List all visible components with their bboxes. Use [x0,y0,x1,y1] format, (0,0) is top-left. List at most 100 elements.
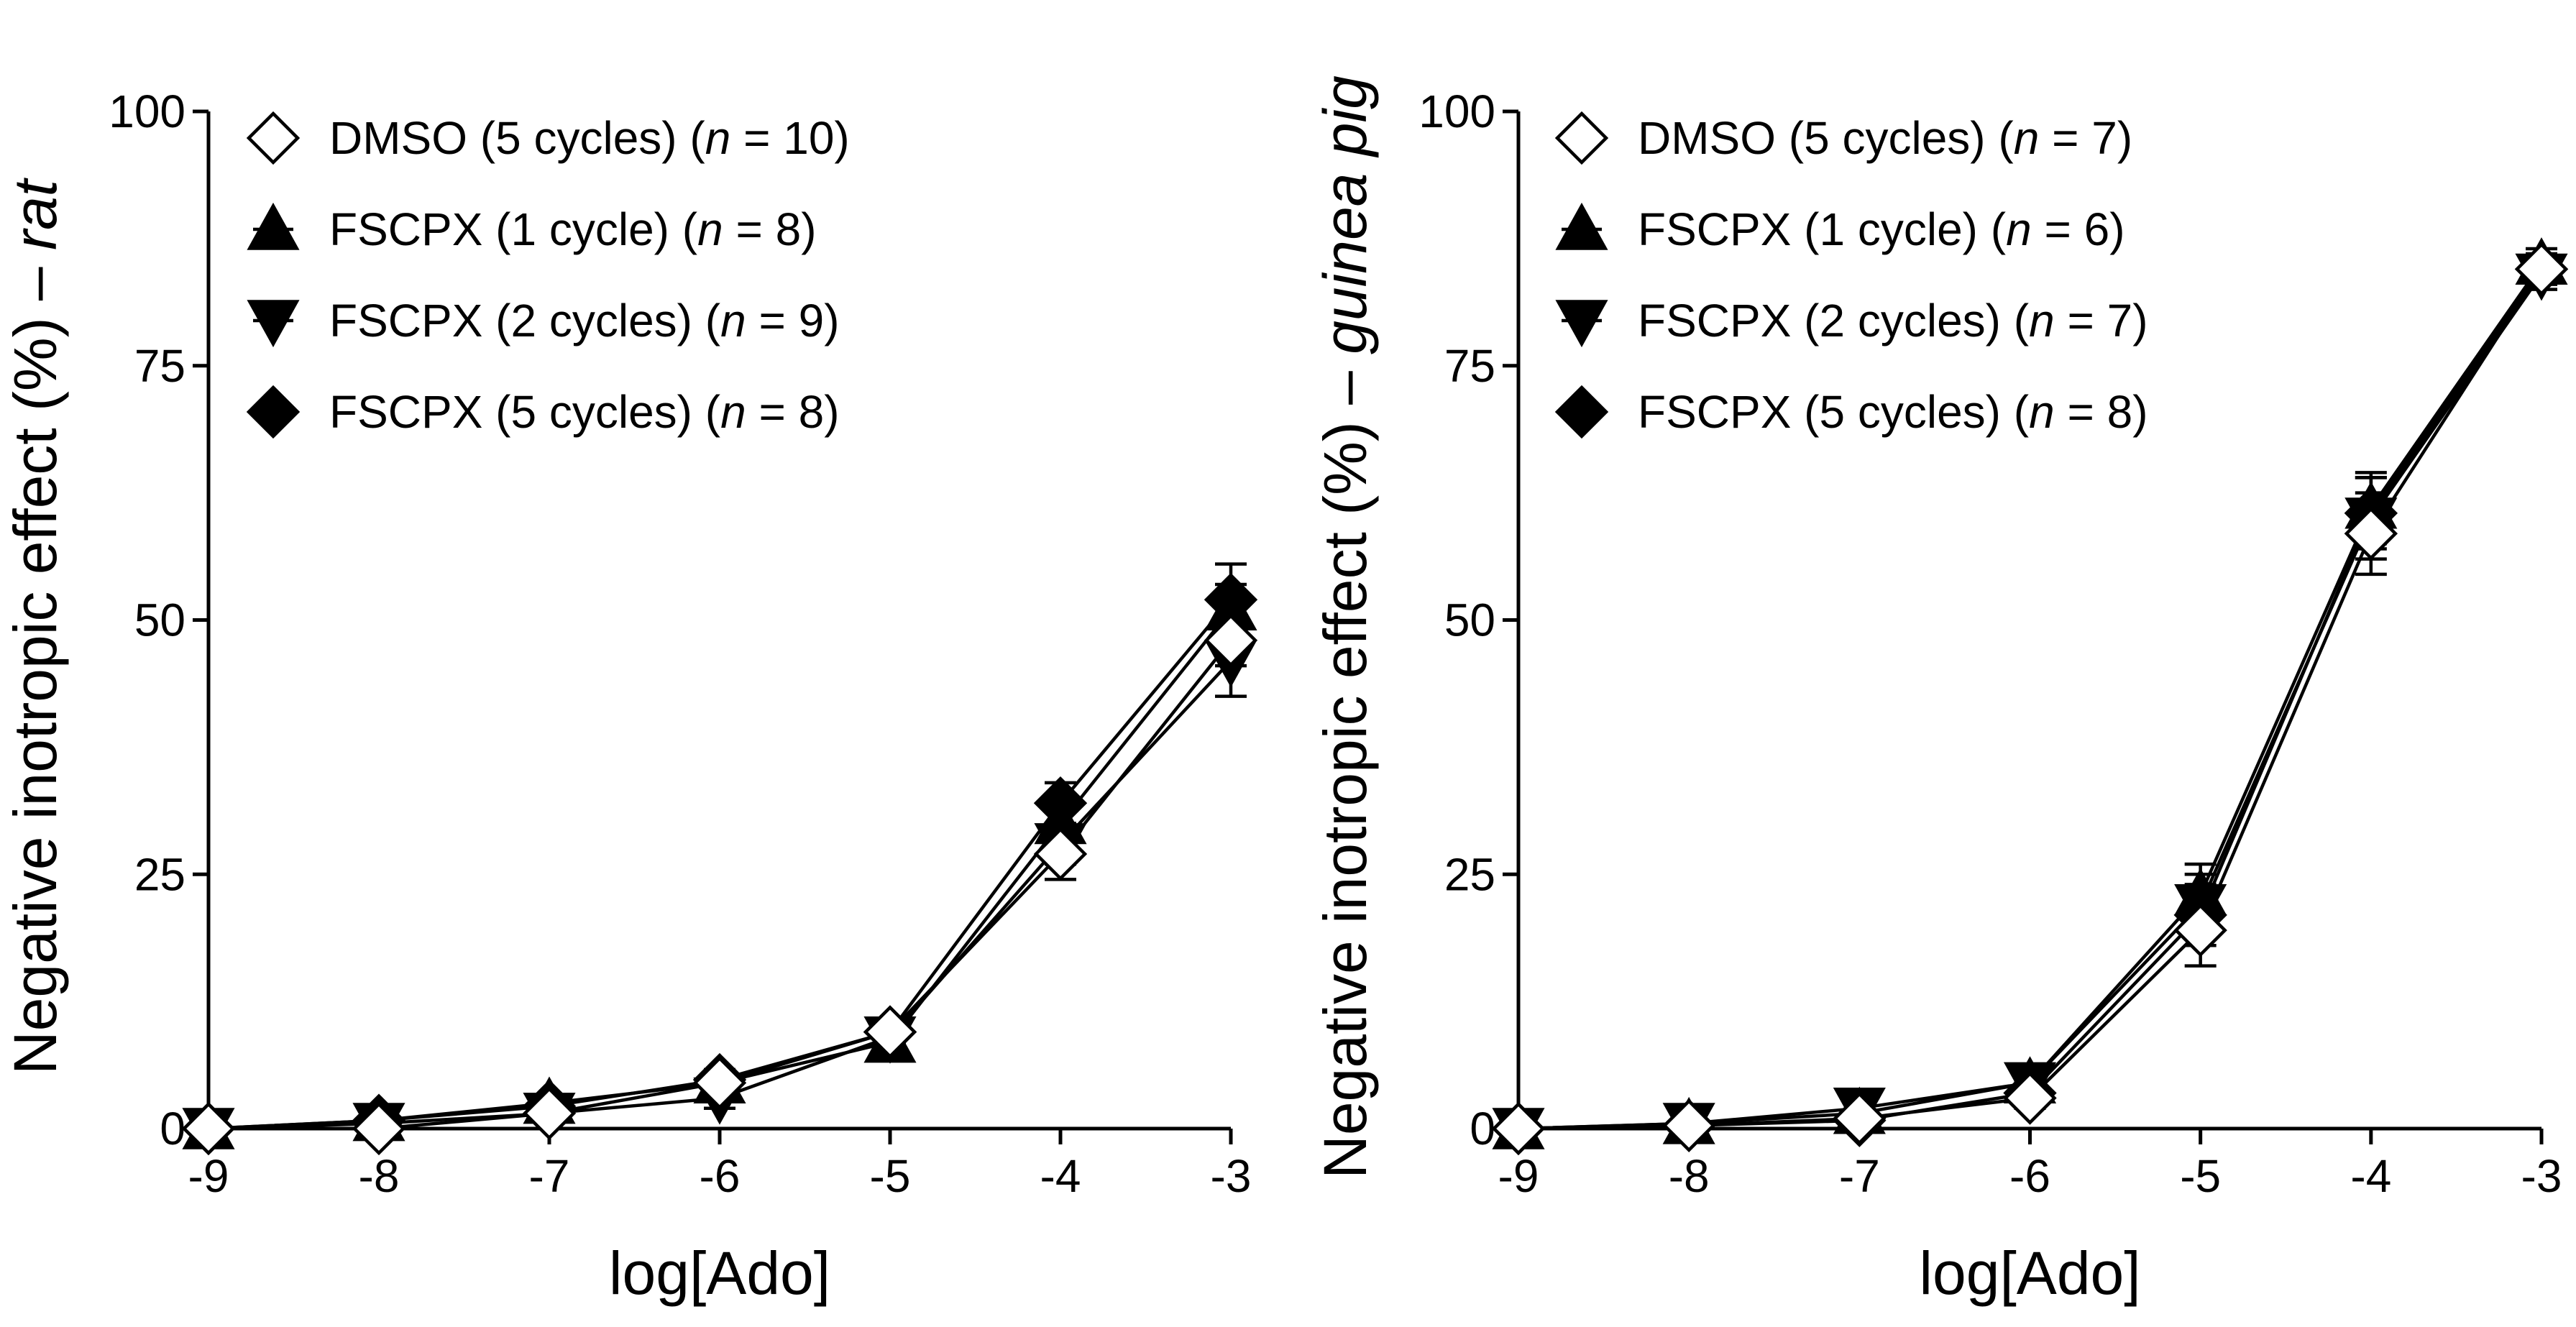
legend-n-value: = 9) [746,295,840,346]
legend-label: FSCPX (1 cycle) (n = 8) [329,203,817,255]
legend-item-3: FSCPX (5 cycles) (n = 8) [1554,385,2148,439]
x-tick-label: -4 [2350,1150,2391,1202]
y-tick-label: 50 [1444,594,1495,646]
legend-n-label: n [2014,112,2040,164]
data-point [1033,776,1088,830]
x-tick-label: -6 [700,1150,741,1202]
legend-label: FSCPX (1 cycle) (n = 6) [1638,203,2125,255]
legend-series-name: FSCPX (2 cycles) [1638,295,2001,346]
legend-series-name: DMSO (5 cycles) [1638,112,1986,164]
data-point [2173,903,2227,958]
legend-series-name: FSCPX (5 cycles) [1638,386,2001,438]
legend-label: FSCPX (2 cycles) (n = 7) [1638,295,2148,346]
legend-paren: ( [692,386,720,438]
x-tick-label: -3 [2521,1150,2562,1202]
data-point [1204,613,1258,667]
legend-paren: ( [669,203,697,255]
x-tick-label: -7 [529,1150,570,1202]
y-tick-label: 25 [134,848,185,900]
x-axis-title: log[Ado] [1919,1239,2140,1307]
legend-paren: ( [2001,295,2029,346]
legend-paren: ( [1978,203,2006,255]
x-tick-label: -8 [1669,1150,1710,1202]
x-axis-title: log[Ado] [609,1239,830,1307]
y-tick-label: 50 [134,594,185,646]
legend-n-label: n [705,112,731,164]
series-line [208,608,1232,1131]
legend-n-value: = 8) [2055,386,2148,438]
legend-paren: ( [1986,112,2014,164]
legend-marker [1554,111,1609,165]
data-point [181,1101,236,1156]
y-tick-label: 25 [1444,848,1495,900]
legend-marker [1555,202,1608,250]
legend-n-label: n [2006,203,2032,255]
legend-paren: ( [2001,386,2029,438]
legend-series-name: DMSO (5 cycles) [329,112,677,164]
y-axis-title-dash: – [1311,354,1379,421]
legend-item-3: FSCPX (5 cycles) (n = 8) [246,385,840,439]
legend-label: DMSO (5 cycles) (n = 10) [329,112,850,164]
data-point [352,1101,406,1156]
x-tick-label: -3 [1211,1150,1252,1202]
series-1 [1492,237,2568,1149]
x-tick-label: -8 [359,1150,400,1202]
legend-marker [247,202,300,250]
legend-n-label: n [2029,386,2055,438]
y-axis-title-main: Negative inotropic effect (%) [1311,421,1379,1179]
data-point [1661,1098,1716,1152]
series-3 [1491,242,2569,1156]
y-tick-label: 100 [1418,86,1495,137]
x-tick-label: -7 [1839,1150,1880,1202]
legend-series-name: FSCPX (1 cycle) [1638,203,1978,255]
legend-series-name: FSCPX (2 cycles) [329,295,692,346]
x-tick-label: -9 [1498,1150,1539,1202]
y-tick-label: 0 [160,1103,185,1154]
legend-label: FSCPX (5 cycles) (n = 8) [1638,386,2148,438]
legend-n-value: = 6) [2032,203,2125,255]
legend-series-name: FSCPX (5 cycles) [329,386,692,438]
legend-item-2: FSCPX (2 cycles) (n = 7) [1555,295,2148,348]
y-tick-label: 75 [134,340,185,392]
data-point [1833,1091,1887,1146]
series-line [208,598,1232,1131]
y-axis-title-species: guinea pig [1311,75,1379,354]
data-point [2003,1071,2057,1125]
y-axis-title: Negative inotropic effect (%) – guinea p… [1311,75,1379,1179]
legend-n-value: = 7) [2055,295,2148,346]
data-point [2514,242,2569,296]
legend-marker [246,385,301,439]
y-axis-title-dash: – [1,250,69,317]
chart-panel-left: 0 25 50 75 100 -9 -8 -7 -6 -5 -4 -3 log[Ado] Negative… [1,86,1258,1307]
legend-n-label: n [697,203,723,255]
legend-marker [1554,385,1609,439]
legend-n-value: = 8) [723,203,817,255]
legend-n-value: = 10) [730,112,849,164]
legend-item-0: DMSO (5 cycles) (n = 7) [1554,111,2132,165]
legend-paren: ( [677,112,705,164]
data-point [1033,827,1088,881]
legend-n-label: n [720,295,746,346]
legend-paren: ( [692,295,720,346]
legend-item-1: FSCPX (1 cycle) (n = 8) [247,202,817,255]
x-tick-label: -5 [870,1150,911,1202]
data-point [863,1005,917,1059]
legend-label: DMSO (5 cycles) (n = 7) [1638,112,2132,164]
data-point [522,1086,577,1140]
legend-label: FSCPX (5 cycles) (n = 8) [329,386,840,438]
legend-item-1: FSCPX (1 cycle) (n = 6) [1555,202,2125,255]
legend-item-2: FSCPX (2 cycles) (n = 9) [247,295,840,348]
legend-series-name: FSCPX (1 cycle) [329,203,669,255]
data-point [1491,1101,1546,1156]
chart-panel-right: 0 25 50 75 100 -9 -8 -7 -6 -5 -4 -3 log[Ado] Negative… [1311,75,2569,1307]
series-0 [1491,242,2569,1156]
y-tick-label: 100 [109,86,185,137]
x-tick-label: -6 [2009,1150,2050,1202]
x-tick-label: -5 [2180,1150,2221,1202]
series-0 [181,613,1258,1156]
legend-marker [246,111,301,165]
x-tick-label: -9 [188,1150,229,1202]
legend-n-label: n [2029,295,2055,346]
y-axis-title-species: rat [1,177,69,250]
